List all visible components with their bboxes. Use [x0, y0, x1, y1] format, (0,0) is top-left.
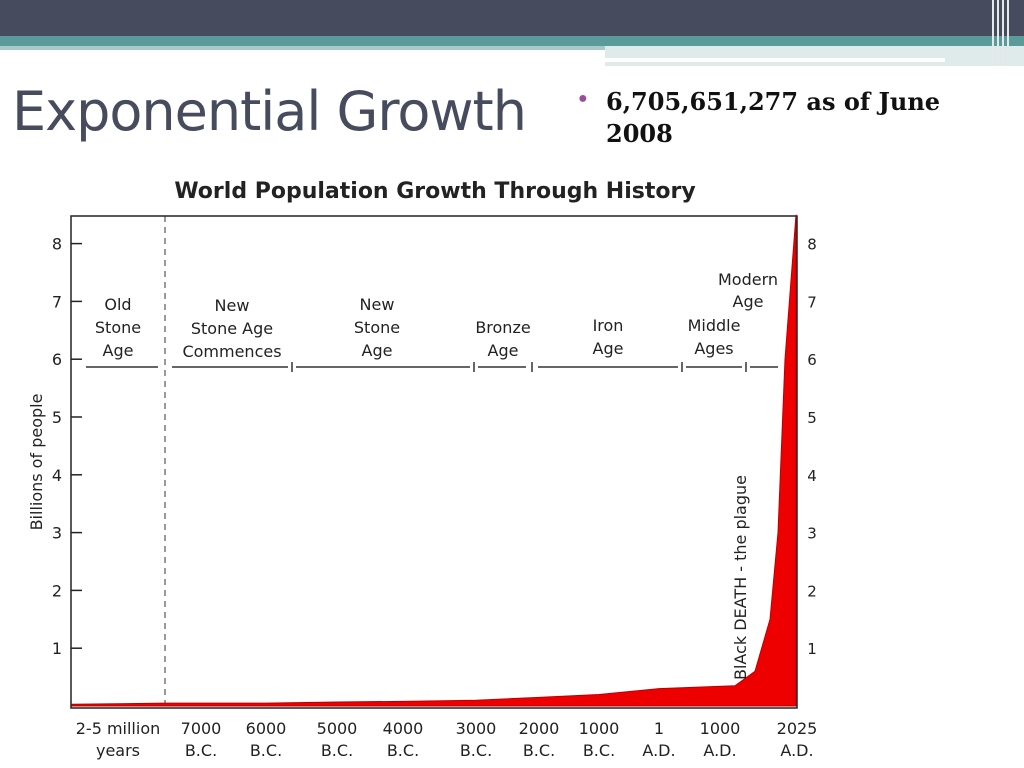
y-tick-label-left: 7 [52, 292, 62, 311]
slide-title: Exponential Growth [12, 80, 527, 143]
era-label-bronze-age: Age [488, 341, 519, 360]
x-tick-label: 1000 [579, 719, 620, 738]
x-tick-label: A.D. [780, 741, 813, 760]
era-label-new-stone-age: Stone [354, 318, 400, 337]
y-tick-label-left: 1 [52, 639, 62, 658]
chart-title: World Population Growth Through History [174, 179, 695, 204]
x-tick-label: A.D. [703, 741, 736, 760]
y-tick-label-right: 3 [807, 525, 817, 543]
y-tick-label-left: 5 [52, 408, 62, 427]
x-tick-label: 1000 [700, 719, 741, 738]
era-label-iron-age: Age [593, 339, 624, 358]
x-tick-label: 1 [654, 719, 664, 738]
y-tick-label-right: 2 [807, 582, 817, 600]
y-tick-label-right: 7 [807, 293, 817, 311]
era-label-new-stone-age-commences: Stone Age [191, 319, 273, 338]
x-tick-label: B.C. [523, 741, 555, 760]
era-label-iron-age: Iron [593, 316, 624, 335]
header-stripes [990, 0, 1024, 66]
x-tick-label: 5000 [317, 719, 358, 738]
era-label-old-stone-age: Old [104, 295, 131, 314]
population-chart: World Population Growth Through History … [27, 179, 818, 760]
header-accent-strip [0, 46, 605, 50]
x-tick-label: 6000 [246, 719, 287, 738]
era-label-old-stone-age: Age [103, 341, 134, 360]
y-tick-label-right: 5 [807, 409, 817, 427]
y-tick-label-right: 4 [807, 467, 817, 485]
era-label-new-stone-age: Age [362, 341, 393, 360]
y-tick-label-left: 3 [52, 524, 62, 543]
x-tick-label: years [96, 741, 140, 760]
x-tick-label: 7000 [181, 719, 222, 738]
x-tick-label: B.C. [250, 741, 282, 760]
x-tick-label: A.D. [642, 741, 675, 760]
era-label-new-stone-age-commences: New [215, 296, 250, 315]
plot-frame [70, 215, 798, 709]
y-tick-label-left: 8 [52, 235, 62, 254]
header-accent-line [605, 58, 945, 62]
y-axis-label: Billions of people [27, 394, 46, 531]
era-label-modern-age: Age [733, 292, 764, 311]
x-tick-label: 4000 [383, 719, 424, 738]
x-tick-label: 2025 [777, 719, 818, 738]
era-label-old-stone-age: Stone [95, 318, 141, 337]
era-label-middle-ages: Ages [694, 339, 733, 358]
era-label-modern-age: Modern [718, 270, 778, 289]
bullet-text: 6,705,651,277 as of June 2008 [606, 87, 941, 148]
y-tick-label-left: 6 [52, 350, 62, 369]
header-accent-band [0, 36, 1024, 46]
x-tick-label: B.C. [387, 741, 419, 760]
bullet-marker: ● [578, 90, 588, 107]
header-accent-block [605, 46, 1024, 66]
x-tick-label: B.C. [185, 741, 217, 760]
y-tick-label-left: 4 [52, 466, 62, 485]
era-label-new-stone-age: New [360, 295, 395, 314]
era-label-bronze-age: Bronze [475, 318, 530, 337]
era-label-new-stone-age-commences: Commences [182, 342, 281, 361]
x-tick-label: 2000 [519, 719, 560, 738]
x-tick-label: 3000 [456, 719, 497, 738]
x-tick-label: B.C. [460, 741, 492, 760]
y-tick-label-left: 2 [52, 581, 62, 600]
y-tick-label-right: 8 [807, 236, 817, 254]
x-tick-label: 2-5 million [76, 719, 161, 738]
header-bar [0, 0, 1024, 36]
y-tick-label-right: 6 [807, 351, 817, 369]
x-tick-label: B.C. [583, 741, 615, 760]
x-tick-label: B.C. [321, 741, 353, 760]
black-death-annotation: BlAck DEATH - the plague [731, 475, 750, 680]
era-label-middle-ages: Middle [688, 316, 741, 335]
population-area [71, 214, 797, 707]
y-tick-label-right: 1 [807, 640, 817, 658]
